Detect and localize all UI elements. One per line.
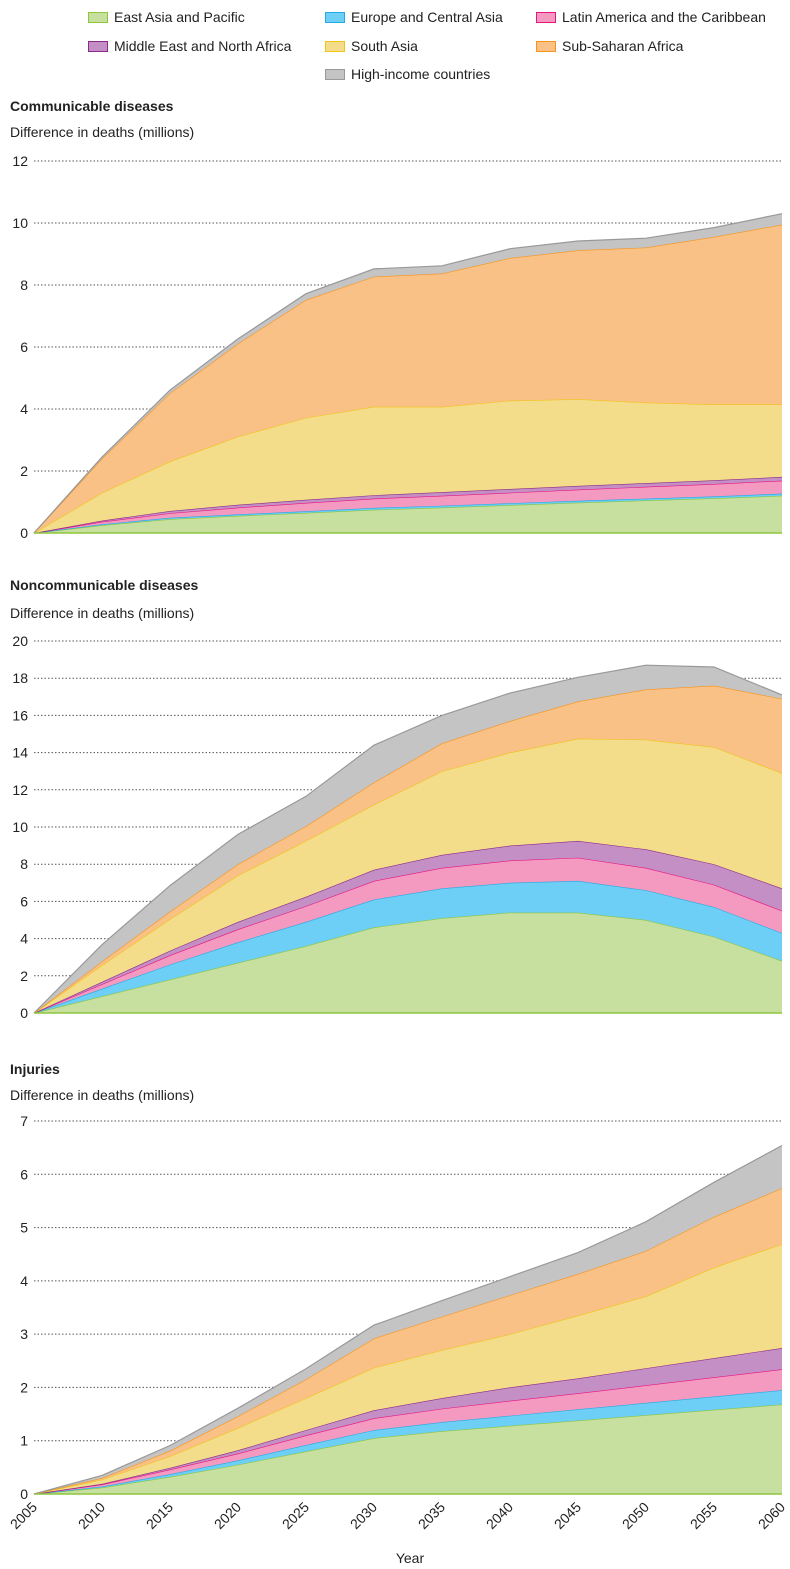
y-tick-label: 12: [12, 782, 28, 798]
area-eca: [34, 493, 782, 533]
legend-swatch: [88, 11, 108, 23]
chart-communicable-diseases: 0 2 4 6 8 10 12: [12, 153, 783, 541]
panel-title-noncommunicable: Noncommunicable diseases: [10, 577, 199, 593]
area-lac: [34, 480, 782, 533]
x-tick-label: 2045: [551, 1499, 584, 1532]
chart-injuries: 0 1 2 3 4 5 6 7 2005 2010 2015 2020 2025 2030 2035 2040…: [7, 1113, 788, 1532]
area-hic: [34, 1145, 782, 1494]
y-tick-label: 4: [20, 1273, 28, 1289]
legend-swatch: [536, 40, 556, 52]
area-edge-lac: [33, 480, 783, 534]
chart-legend: East Asia and Pacific Europe and Central…: [0, 0, 790, 90]
panel-ylabel-noncommunicable: Difference in deaths (millions): [10, 605, 195, 621]
area-sa: [34, 738, 782, 1013]
legend-label: Sub-Saharan Africa: [562, 38, 684, 54]
legend-label: High-income countries: [351, 66, 491, 82]
area-hic: [34, 665, 782, 1013]
legend-item-eca: Europe and Central Asia: [325, 9, 503, 25]
y-tick-label: 0: [20, 1486, 28, 1502]
legend-item-mena: Middle East and North Africa: [88, 38, 291, 54]
x-tick-label: 2015: [143, 1499, 176, 1532]
y-tick-label: 20: [12, 633, 28, 649]
area-ssa: [34, 224, 782, 533]
legend-item-hic: High-income countries: [325, 66, 490, 82]
x-tick-label: 2020: [211, 1499, 244, 1532]
y-tick-label: 0: [20, 1005, 28, 1021]
y-tick-label: 0: [20, 525, 28, 541]
area-lac: [34, 1369, 782, 1494]
legend-item-sa: South Asia: [325, 38, 418, 54]
x-tick-label: 2055: [687, 1499, 720, 1532]
legend-item-eap: East Asia and Pacific: [88, 9, 245, 25]
area-ssa: [34, 685, 782, 1013]
y-tick-label: 12: [12, 153, 28, 169]
y-tick-label: 2: [20, 1379, 28, 1395]
area-sa: [34, 399, 782, 533]
y-tick-label: 4: [20, 931, 28, 947]
area-eca: [34, 1390, 782, 1494]
area-edge-mena: [33, 1347, 783, 1495]
y-tick-label: 8: [20, 277, 28, 293]
panel-title-communicable: Communicable diseases: [10, 98, 174, 114]
area-eap: [34, 495, 782, 533]
y-tick-label: 14: [12, 745, 28, 761]
y-tick-label: 10: [12, 819, 28, 835]
y-tick-label: 18: [12, 670, 28, 686]
y-tick-label: 16: [12, 707, 28, 723]
y-tick-label: 3: [20, 1326, 28, 1342]
area-edge-hic: [33, 213, 783, 534]
y-tick-label: 6: [20, 1166, 28, 1182]
area-mena: [34, 1348, 782, 1494]
legend-swatch: [325, 11, 345, 23]
legend-label: Latin America and the Caribbean: [562, 9, 766, 25]
legend-label: Middle East and North Africa: [114, 38, 292, 54]
panel-ylabel-communicable: Difference in deaths (millions): [10, 124, 195, 140]
y-tick-label: 10: [12, 215, 28, 231]
y-tick-label: 8: [20, 856, 28, 872]
x-tick-label: 2035: [415, 1499, 448, 1532]
y-tick-label: 2: [20, 463, 28, 479]
area-eap: [34, 912, 782, 1013]
area-edge-hic: [33, 664, 783, 1014]
area-edge-ssa: [33, 684, 783, 1014]
legend-item-lac: Latin America and the Caribbean: [536, 9, 766, 25]
legend-swatch: [88, 40, 108, 52]
area-lac: [34, 857, 782, 1013]
x-axis-label: Year: [395, 1550, 425, 1566]
x-tick-label: 2030: [347, 1499, 380, 1532]
area-eca: [34, 880, 782, 1013]
y-tick-label: 7: [20, 1113, 28, 1129]
y-tick-label: 1: [20, 1433, 28, 1449]
legend-label: South Asia: [351, 38, 418, 54]
y-tick-label: 6: [20, 893, 28, 909]
area-mena: [34, 476, 782, 533]
y-tick-label: 5: [20, 1220, 28, 1236]
chart-noncommunicable-diseases: 0 2 4 6 8 10 12 14 16 18 20: [12, 633, 783, 1021]
area-edge-lac: [33, 857, 783, 1014]
legend-swatch: [325, 68, 345, 80]
y-tick-label: 6: [20, 339, 28, 355]
area-sa: [34, 1244, 782, 1494]
area-edge-mena: [33, 840, 783, 1014]
y-tick-label: 2: [20, 968, 28, 984]
panel-ylabel-injuries: Difference in deaths (millions): [10, 1087, 195, 1103]
x-tick-label: 2060: [755, 1499, 788, 1532]
area-edge-hic: [33, 1144, 783, 1495]
legend-label: East Asia and Pacific: [114, 9, 245, 25]
y-tick-label: 4: [20, 401, 28, 417]
area-eap: [34, 1404, 782, 1494]
area-ssa: [34, 1188, 782, 1494]
x-tick-label: 2010: [75, 1499, 108, 1532]
legend-item-ssa: Sub-Saharan Africa: [536, 38, 683, 54]
legend-swatch: [325, 40, 345, 52]
legend-swatch: [536, 11, 556, 23]
x-tick-label: 2025: [279, 1499, 312, 1532]
x-tick-label: 2050: [619, 1499, 652, 1532]
x-tick-label: 2040: [483, 1499, 516, 1532]
legend-label: Europe and Central Asia: [351, 9, 503, 25]
x-tick-label: 2005: [7, 1499, 40, 1532]
panel-title-injuries: Injuries: [10, 1061, 60, 1077]
